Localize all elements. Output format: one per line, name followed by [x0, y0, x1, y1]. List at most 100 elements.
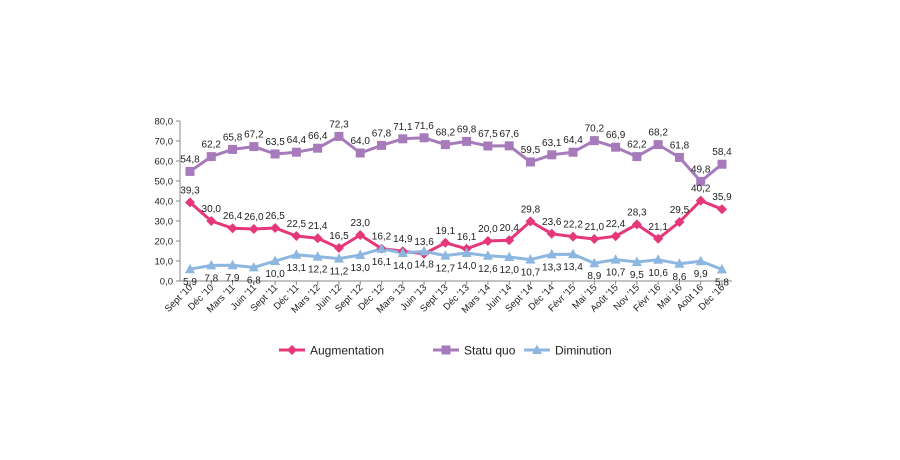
augmentation-point: [185, 197, 195, 208]
diminution-value-label: 5,8: [715, 277, 729, 288]
statu-quo-value-label: 69,8: [457, 124, 477, 135]
statu-quo-value-label: 58,4: [712, 147, 732, 158]
augmentation-point: [291, 231, 302, 241]
series-lines: [189, 134, 723, 271]
diminution-value-label: 13,0: [351, 263, 371, 274]
augmentation-value-label: 14,9: [393, 234, 413, 245]
statu-quo-point: [249, 142, 259, 152]
statu-quo-point: [270, 149, 280, 159]
augmentation-point: [717, 204, 727, 215]
diminution-point: [355, 249, 366, 259]
diminution-value-label: 14,0: [457, 261, 477, 272]
diminution-point: [482, 250, 493, 260]
legend-label: Statu quo: [464, 344, 516, 358]
diminution-value-label: 7,9: [226, 273, 240, 284]
diminution-point: [546, 248, 557, 259]
augmentation-value-label: 22,2: [563, 220, 583, 231]
diminution-value-label: 12,7: [436, 264, 456, 275]
augmentation-point: [610, 231, 621, 242]
y-tick-label: 50,0: [155, 177, 174, 188]
diminution-value-label: 16,1: [372, 257, 392, 268]
diminution-value-label: 14,0: [393, 261, 413, 272]
series-markers: [185, 131, 727, 274]
statu-quo-point: [632, 152, 642, 162]
diminution-value-label: 10,7: [606, 268, 626, 279]
diminution-point: [333, 253, 344, 263]
statu-quo-value-label: 54,8: [180, 154, 200, 165]
augmentation-value-label: 23,0: [351, 218, 371, 229]
statu-quo-point: [483, 141, 493, 151]
y-tick-label: 40,0: [155, 197, 174, 208]
statu-quo-value-label: 66,4: [308, 131, 328, 142]
augmentation-value-label: 29,5: [670, 205, 690, 216]
augmentation-value-label: 21,0: [585, 222, 605, 233]
y-tick-label: 80,0: [155, 117, 174, 128]
diminution-value-label: 9,5: [630, 270, 644, 281]
diminution-point: [440, 250, 451, 260]
statu-quo-value-label: 71,1: [393, 122, 413, 133]
augmentation-value-label: 30,0: [202, 204, 222, 215]
statu-quo-value-label: 67,8: [372, 128, 392, 139]
diminution-value-label: 13,3: [542, 262, 562, 273]
statu-quo-value-label: 64,4: [563, 135, 583, 146]
augmentation-point: [312, 233, 323, 244]
y-tick-label: 60,0: [155, 157, 174, 168]
statu-quo-value-label: 49,8: [691, 164, 711, 175]
augmentation-point: [504, 235, 515, 246]
statu-quo-value-label: 62,2: [202, 140, 222, 151]
diminution-point: [419, 245, 430, 256]
diminution-value-label: 10,0: [265, 269, 285, 280]
diminution-value-label: 8,6: [672, 272, 686, 283]
diminution-value-label: 12,2: [308, 265, 328, 276]
statu-quo-point: [419, 133, 429, 143]
augmentation-value-label: 21,1: [648, 222, 668, 233]
diminution-value-label: 9,9: [694, 269, 708, 280]
statu-quo-point: [525, 157, 535, 167]
augmentation-point: [568, 231, 579, 242]
diminution-point: [312, 251, 323, 261]
augmentation-value-label: 35,9: [712, 192, 732, 203]
statu-quo-point: [441, 345, 451, 355]
diminution-point: [610, 254, 621, 264]
augmentation-value-label: 26,0: [244, 212, 264, 223]
diminution-point: [504, 251, 515, 261]
statu-quo-point: [589, 136, 599, 146]
augmentation-value-label: 20,0: [478, 224, 498, 235]
statu-quo-value-label: 63,1: [542, 138, 562, 149]
augmentation-point: [653, 233, 664, 244]
diminution-value-label: 6,8: [247, 275, 261, 286]
diminution-value-label: 13,4: [563, 262, 583, 273]
statu-quo-value-label: 62,2: [627, 140, 647, 151]
statu-quo-point: [206, 152, 216, 162]
diminution-point: [270, 255, 281, 265]
statu-quo-point: [313, 143, 323, 153]
diminution-point: [291, 249, 302, 259]
statu-quo-value-label: 61,8: [670, 140, 690, 151]
statu-quo-point: [611, 142, 621, 152]
augmentation-point: [227, 223, 238, 234]
legend-label: Augmentation: [310, 344, 384, 358]
diminution-point: [674, 258, 685, 268]
augmentation-value-label: 29,8: [521, 204, 541, 215]
statu-quo-point: [398, 134, 408, 144]
statu-quo-point: [334, 131, 344, 141]
diminution-point: [568, 248, 579, 259]
statu-quo-value-label: 63,5: [265, 137, 285, 148]
statu-quo-point: [717, 159, 727, 169]
augmentation-point: [355, 230, 366, 240]
statu-quo-point: [547, 150, 557, 160]
augmentation-value-label: 23,6: [542, 217, 562, 228]
diminution-line: [189, 247, 723, 271]
augmentation-value-label: 28,3: [627, 207, 647, 218]
diminution-point: [631, 256, 642, 266]
diminution-point: [206, 259, 217, 270]
statu-quo-point: [291, 147, 301, 157]
augmentation-value-label: 16,2: [372, 232, 392, 243]
statu-quo-value-label: 64,4: [287, 135, 307, 146]
statu-quo-point: [568, 147, 578, 157]
diminution-value-label: 13,1: [287, 263, 307, 274]
augmentation-value-label: 22,5: [287, 219, 307, 230]
diminution-value-label: 5,9: [183, 277, 197, 288]
